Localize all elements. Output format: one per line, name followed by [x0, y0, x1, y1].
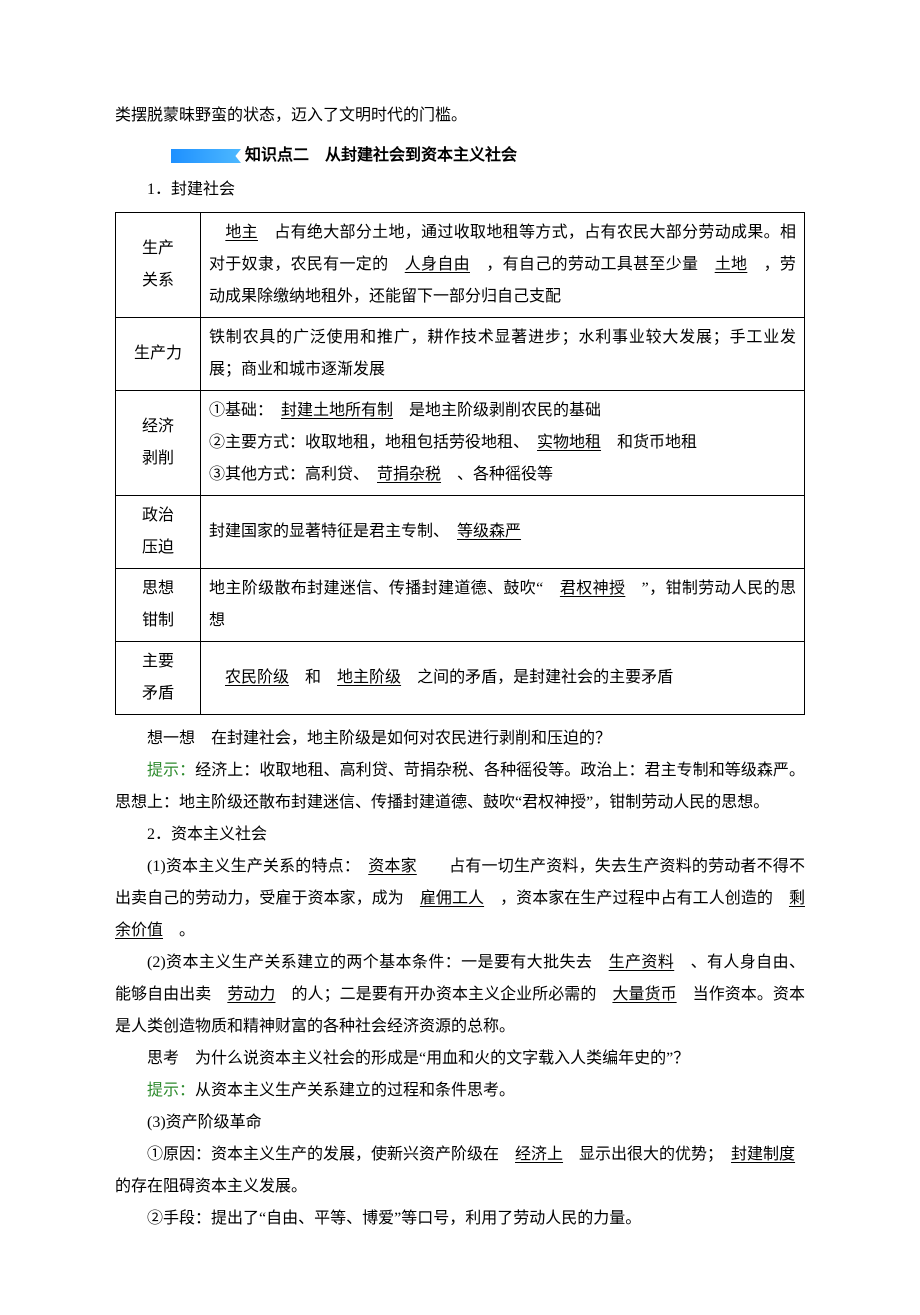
think-2-hint: 提示：从资本主义生产关系建立的过程和条件思考。	[115, 1075, 805, 1107]
table-row: 思想钳制 地主阶级散布封建迷信、传播封建道德、鼓吹“ 君权神授 ”，钳制劳动人民…	[116, 569, 805, 642]
capitalism-heading: 2．资本主义社会	[115, 819, 805, 851]
row-label-thought-control: 思想钳制	[116, 569, 201, 642]
capitalism-p3-reason: ①原因：资本主义生产的发展，使新兴资产阶级在 经济上 显示出很大的优势； 封建制…	[115, 1139, 805, 1203]
section-2-header: 知识点二 从封建社会到资本主义社会	[115, 140, 805, 172]
feudal-table: 生产关系 地主 占有绝大部分土地，通过收取地租等方式，占有农民大部分劳动成果。相…	[115, 212, 805, 715]
table-row: 生产力 铁制农具的广泛使用和推广，耕作技术显著进步；水利事业较大发展；手工业发展…	[116, 318, 805, 391]
row-content: 铁制农具的广泛使用和推广，耕作技术显著进步；水利事业较大发展；手工业发展；商业和…	[201, 318, 805, 391]
hint-label: 提示：	[147, 762, 195, 779]
think-1-hint: 提示：经济上：收取地租、高利贷、苛捐杂税、各种徭役等。政治上：君主专制和等级森严…	[115, 755, 805, 819]
row-label-production-relations: 生产关系	[116, 213, 201, 318]
page-container: 类摆脱蒙昧野蛮的状态，迈入了文明时代的门槛。 知识点二 从封建社会到资本主义社会…	[0, 0, 920, 1315]
capitalism-p1: (1)资本主义生产关系的特点： 资本家 占有一切生产资料，失去生产资料的劳动者不…	[115, 851, 805, 947]
row-content: 封建国家的显著特征是君主专制、 等级森严	[201, 496, 805, 569]
hint-label: 提示：	[147, 1082, 195, 1099]
row-label-political-oppression: 政治压迫	[116, 496, 201, 569]
table-row: 经济剥削 ①基础： 封建土地所有制 是地主阶级剥削农民的基础 ②主要方式：收取地…	[116, 391, 805, 496]
intro-tail: 类摆脱蒙昧野蛮的状态，迈入了文明时代的门槛。	[115, 100, 805, 132]
table-row: 政治压迫 封建国家的显著特征是君主专制、 等级森严	[116, 496, 805, 569]
row-content: 地主 占有绝大部分土地，通过收取地租等方式，占有农民大部分劳动成果。相对于奴隶，…	[201, 213, 805, 318]
ribbon-icon	[171, 149, 241, 163]
row-content: 地主阶级散布封建迷信、传播封建道德、鼓吹“ 君权神授 ”，钳制劳动人民的思想	[201, 569, 805, 642]
row-content: 农民阶级 和 地主阶级 之间的矛盾，是封建社会的主要矛盾	[201, 642, 805, 715]
row-label-productivity: 生产力	[116, 318, 201, 391]
table-row: 生产关系 地主 占有绝大部分土地，通过收取地租等方式，占有农民大部分劳动成果。相…	[116, 213, 805, 318]
row-content: ①基础： 封建土地所有制 是地主阶级剥削农民的基础 ②主要方式：收取地租，地租包…	[201, 391, 805, 496]
row-label-main-contradiction: 主要矛盾	[116, 642, 201, 715]
think-1-question: 想一想 在封建社会，地主阶级是如何对农民进行剥削和压迫的？	[115, 723, 805, 755]
feudal-heading: 1．封建社会	[115, 174, 805, 206]
row-label-economic-exploitation: 经济剥削	[116, 391, 201, 496]
table-row: 主要矛盾 农民阶级 和 地主阶级 之间的矛盾，是封建社会的主要矛盾	[116, 642, 805, 715]
think-2-question: 思考 为什么说资本主义社会的形成是“用血和火的文字载入人类编年史的”？	[115, 1043, 805, 1075]
section-2-title: 知识点二 从封建社会到资本主义社会	[245, 140, 517, 172]
capitalism-p2: (2)资本主义生产关系建立的两个基本条件：一是要有大批失去 生产资料 、有人身自…	[115, 947, 805, 1043]
capitalism-p3-head: (3)资产阶级革命	[115, 1107, 805, 1139]
capitalism-p3-means: ②手段：提出了“自由、平等、博爱”等口号，利用了劳动人民的力量。	[115, 1203, 805, 1235]
